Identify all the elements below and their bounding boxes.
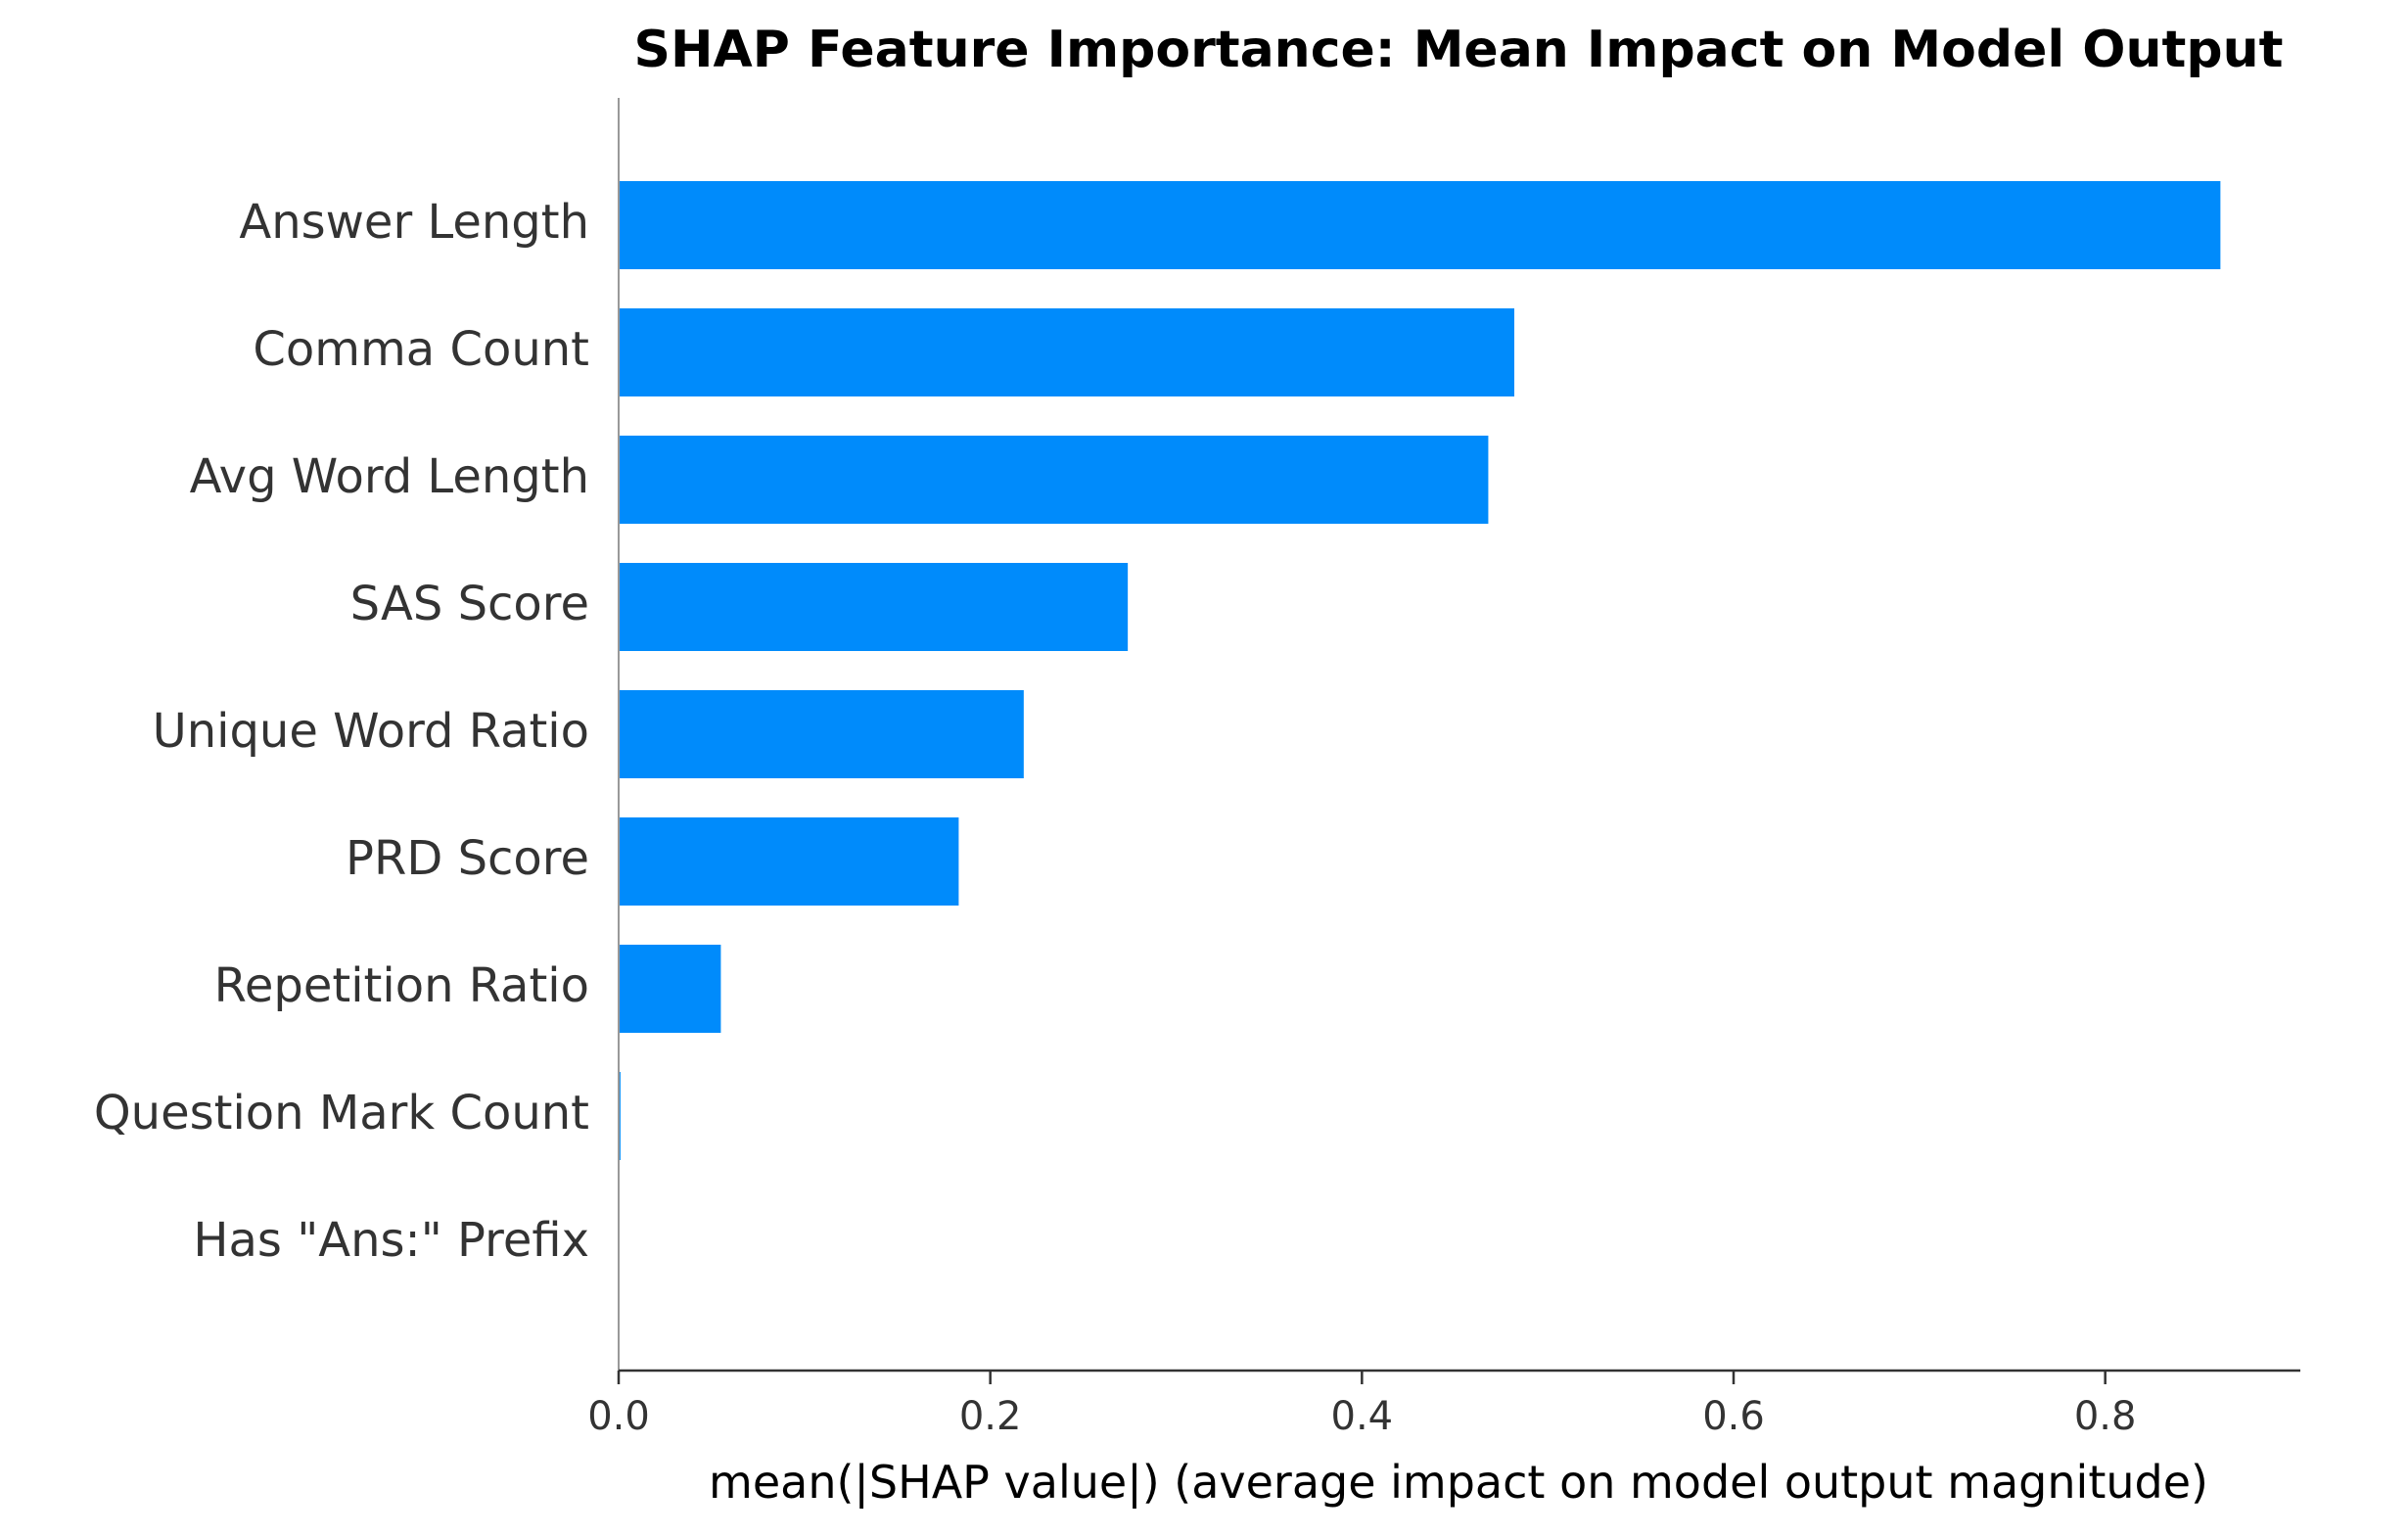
bar-1 bbox=[619, 308, 1515, 396]
x-tick-label: 0.6 bbox=[1702, 1394, 1765, 1439]
y-tick-label: Has "Ans:" Prefix bbox=[193, 1213, 589, 1268]
x-tick-label: 0.4 bbox=[1331, 1394, 1394, 1439]
bar-5 bbox=[619, 817, 959, 906]
bars-layer bbox=[619, 181, 2221, 1160]
x-tick-label: 0.8 bbox=[2074, 1394, 2137, 1439]
x-axis-label: mean(|SHAP value|) (average impact on mo… bbox=[709, 1456, 2208, 1510]
y-tick-label: Question Mark Count bbox=[94, 1086, 589, 1140]
bar-0 bbox=[619, 181, 2221, 269]
y-tick-label: SAS Score bbox=[350, 577, 589, 631]
y-tick-label: Unique Word Ratio bbox=[153, 704, 589, 759]
bar-3 bbox=[619, 563, 1129, 651]
y-tick-labels: Answer Length Comma Count Avg Word Length S… bbox=[94, 195, 589, 1268]
y-tick-label: Answer Length bbox=[239, 195, 589, 250]
bar-4 bbox=[619, 690, 1024, 778]
bar-6 bbox=[619, 945, 721, 1033]
bar-2 bbox=[619, 436, 1489, 524]
chart-title: SHAP Feature Importance: Mean Impact on … bbox=[634, 21, 2284, 79]
x-ticks: 0.0 0.2 0.4 0.6 0.8 bbox=[587, 1371, 2136, 1439]
y-tick-label: Avg Word Length bbox=[190, 449, 589, 504]
x-tick-label: 0.2 bbox=[959, 1394, 1022, 1439]
y-tick-label: Repetition Ratio bbox=[214, 958, 589, 1013]
x-tick-label: 0.0 bbox=[587, 1394, 650, 1439]
y-tick-label: PRD Score bbox=[346, 831, 589, 886]
y-tick-label: Comma Count bbox=[253, 322, 589, 377]
